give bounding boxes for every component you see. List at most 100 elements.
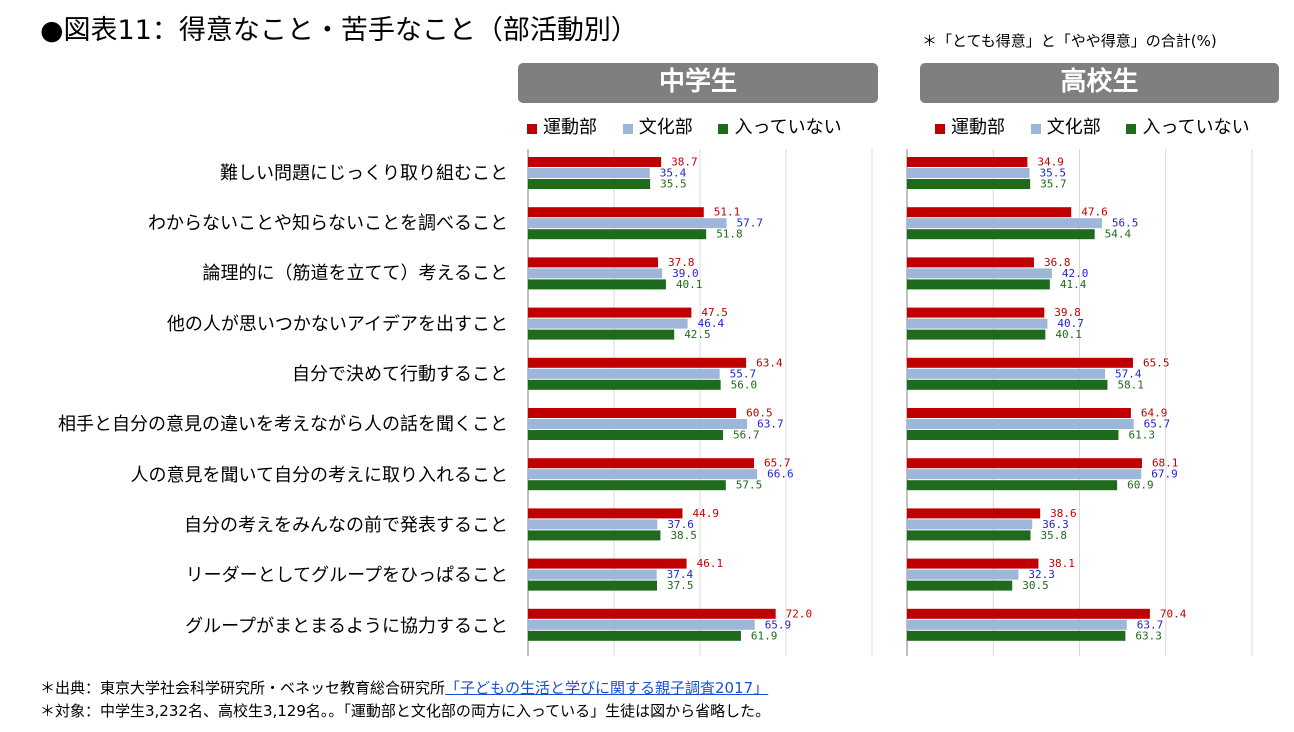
data-label-junior-none: 38.5 <box>670 529 697 542</box>
bar-junior-athletic <box>528 357 747 368</box>
bar-junior-cultural <box>528 619 755 630</box>
category-label: 相手と自分の意見の違いを考えながら人の話を聞くこと <box>58 414 508 435</box>
legend-item-athletic: 運動部 <box>935 113 1005 139</box>
unit-note: ＊「とても得意」と「やや得意」の合計(%) <box>922 32 1217 50</box>
bar-junior-athletic <box>528 307 692 318</box>
legend-swatch-cultural <box>1030 124 1041 134</box>
bar-senior-cultural <box>907 619 1127 630</box>
bar-junior-cultural <box>528 318 688 329</box>
data-label-senior-athletic: 34.9 <box>1037 156 1064 169</box>
category-label: グループがまとまるように協力すること <box>185 616 508 637</box>
bar-junior-athletic <box>528 408 737 418</box>
bar-senior-none <box>907 630 1126 641</box>
data-label-junior-athletic: 44.9 <box>692 507 719 520</box>
bar-junior-cultural <box>528 368 720 379</box>
footer-target: ＊対象：中学生3,232名、高校生3,129名。。「運動部と文化部の両方に入って… <box>40 702 771 720</box>
data-label-senior-cultural: 57.4 <box>1115 367 1142 380</box>
legend-label: 文化部 <box>638 117 693 138</box>
legend-label: 入っていない <box>1142 117 1250 138</box>
legend-item-athletic: 運動部 <box>527 113 597 139</box>
legend-label: 文化部 <box>1046 117 1101 138</box>
legend-item-none: 入っていない <box>718 113 842 139</box>
legend-junior: 運動部 文化部 入っていない <box>527 113 862 139</box>
data-label-junior-cultural: 35.4 <box>660 167 687 180</box>
legend-swatch-athletic <box>527 124 537 134</box>
bar-junior-athletic <box>528 157 662 167</box>
bar-junior-cultural <box>528 168 650 178</box>
category-label: 自分の考えをみんなの前で発表すること <box>184 515 508 536</box>
data-label-junior-athletic: 72.0 <box>786 607 813 620</box>
data-label-senior-none: 63.3 <box>1135 629 1162 642</box>
bar-junior-athletic <box>528 508 683 519</box>
data-label-senior-none: 41.4 <box>1060 278 1087 291</box>
bar-senior-none <box>907 580 1013 591</box>
bar-senior-athletic <box>907 257 1034 268</box>
data-label-junior-cultural: 46.4 <box>698 317 725 330</box>
data-label-junior-cultural: 63.7 <box>757 418 784 431</box>
bar-junior-none <box>528 279 666 290</box>
bar-senior-athletic <box>907 458 1142 469</box>
data-label-junior-athletic: 60.5 <box>746 407 773 420</box>
data-label-senior-none: 54.4 <box>1105 228 1132 241</box>
bar-senior-athletic <box>907 508 1041 519</box>
bar-junior-none <box>528 480 726 491</box>
bar-junior-athletic <box>528 558 687 569</box>
bar-senior-athletic <box>907 558 1039 569</box>
bar-junior-none <box>528 580 657 591</box>
data-label-junior-none: 51.8 <box>716 228 743 241</box>
legend-label: 入っていない <box>734 117 842 138</box>
category-label: わからないことや知らないことを調べること <box>148 213 508 234</box>
bar-senior-cultural <box>907 268 1052 279</box>
data-label-senior-none: 60.9 <box>1127 479 1154 492</box>
data-label-junior-none: 35.5 <box>660 178 687 191</box>
data-label-senior-cultural: 63.7 <box>1137 618 1164 631</box>
bar-senior-cultural <box>907 569 1019 580</box>
data-label-junior-athletic: 63.4 <box>756 356 783 369</box>
data-label-senior-cultural: 42.0 <box>1062 267 1089 280</box>
data-label-senior-cultural: 65.7 <box>1144 418 1171 431</box>
data-label-senior-athletic: 70.4 <box>1160 607 1187 620</box>
bar-senior-none <box>907 229 1095 240</box>
data-label-senior-athletic: 36.8 <box>1044 256 1071 269</box>
bar-junior-athletic <box>528 257 659 268</box>
category-label: 自分で決めて行動すること <box>292 364 508 385</box>
data-label-senior-cultural: 56.5 <box>1112 217 1139 230</box>
data-label-junior-none: 57.5 <box>736 479 763 492</box>
data-label-junior-cultural: 37.6 <box>667 518 694 531</box>
data-label-junior-cultural: 66.6 <box>767 468 794 481</box>
data-label-senior-none: 61.3 <box>1128 429 1155 442</box>
data-label-senior-athletic: 65.5 <box>1143 356 1170 369</box>
data-label-junior-cultural: 39.0 <box>672 267 699 280</box>
source-link[interactable]: 「子どもの生活と学びに関する親子調査2017」 <box>445 679 769 697</box>
bar-junior-none <box>528 229 707 240</box>
bar-junior-none <box>528 379 721 390</box>
legend-item-cultural: 文化部 <box>1030 113 1101 139</box>
bar-senior-none <box>907 530 1031 541</box>
bar-senior-none <box>907 279 1050 290</box>
data-label-senior-none: 40.1 <box>1055 328 1082 341</box>
data-label-senior-cultural: 32.3 <box>1028 568 1055 581</box>
bar-senior-athletic <box>907 207 1072 218</box>
data-label-senior-cultural: 36.3 <box>1042 518 1069 531</box>
category-label: 論理的に（筋道を立てて）考えること <box>202 263 508 284</box>
bar-junior-cultural <box>528 469 758 480</box>
data-label-junior-athletic: 51.1 <box>714 206 741 219</box>
bar-junior-cultural <box>528 519 658 530</box>
bar-junior-cultural <box>528 419 748 429</box>
bar-senior-none <box>907 179 1031 189</box>
bar-junior-athletic <box>528 608 776 619</box>
data-label-junior-none: 56.0 <box>731 378 758 391</box>
bar-senior-none <box>907 480 1118 491</box>
data-label-senior-athletic: 38.6 <box>1050 507 1077 520</box>
legend-item-none: 入っていない <box>1126 113 1250 139</box>
bar-junior-none <box>528 179 651 189</box>
bar-senior-none <box>907 329 1046 340</box>
bar-senior-cultural <box>907 419 1134 429</box>
footer-source: ＊出典：東京大学社会科学研究所・ベネッセ教育総合研究所「子どもの生活と学びに関す… <box>40 677 768 698</box>
bar-senior-athletic <box>907 357 1133 368</box>
data-label-junior-none: 56.7 <box>733 429 760 442</box>
data-label-junior-cultural: 55.7 <box>730 367 757 380</box>
bar-senior-cultural <box>907 368 1106 379</box>
data-label-senior-cultural: 67.9 <box>1151 468 1178 481</box>
